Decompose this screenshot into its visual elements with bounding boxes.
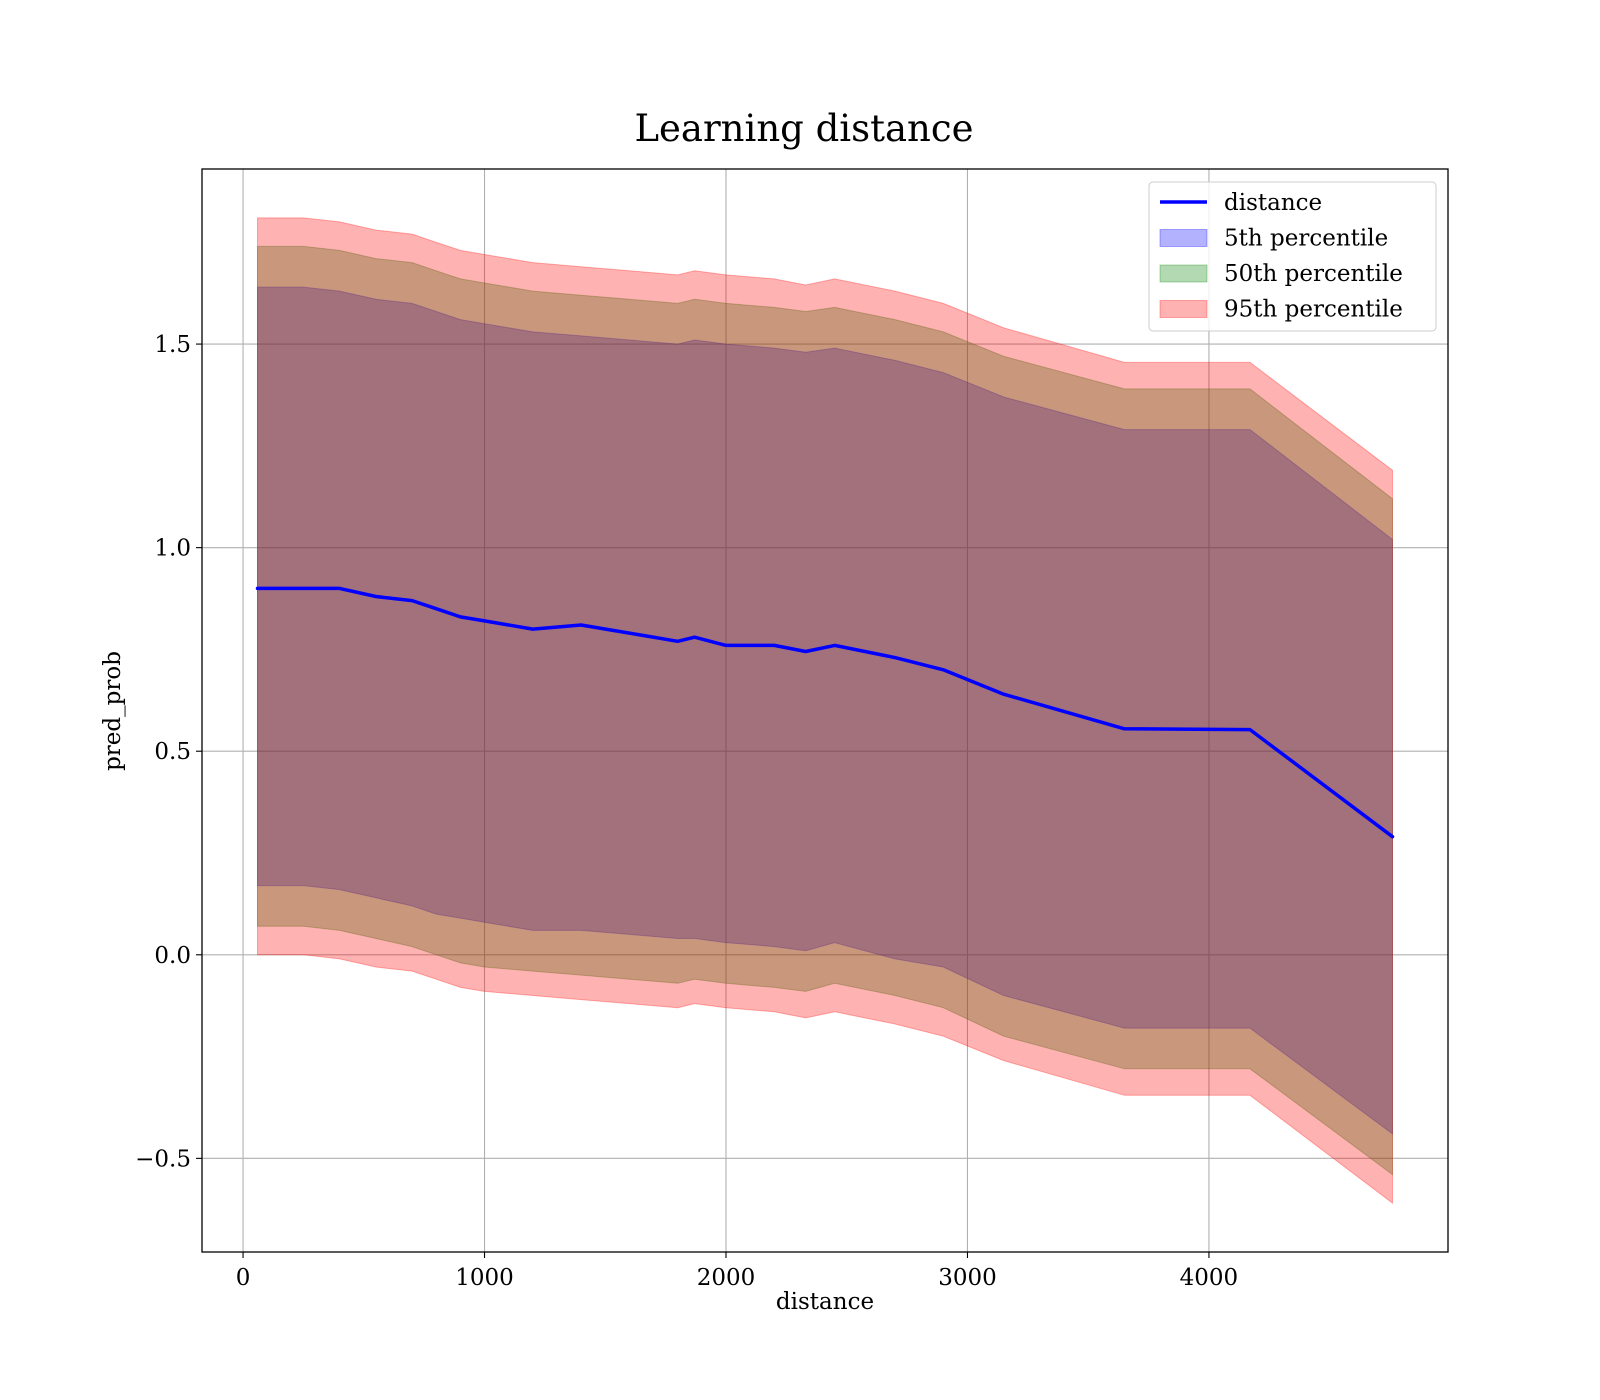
- x-tick-label: 2000: [697, 1265, 756, 1291]
- 5th-percentile-band: [257, 286, 1393, 1135]
- chart-title: Learning distance: [634, 107, 973, 150]
- grid-layer: [202, 169, 1448, 1252]
- y-tick-label: 0.5: [154, 739, 191, 765]
- legend-swatch-patch: [1159, 229, 1208, 247]
- legend: distance 5th percentile 50th percentile 95t…: [1148, 181, 1437, 332]
- legend-swatch-patch: [1159, 300, 1208, 318]
- 50th-percentile-band: [257, 245, 1393, 1176]
- legend-label: 5th percentile: [1224, 226, 1388, 252]
- x-tick-label: 3000: [938, 1265, 997, 1291]
- plot-frame: [201, 168, 1449, 1253]
- y-axis: −0.5 0.0 0.5 1.0 1.5: [135, 332, 202, 1172]
- x-tick-label: 4000: [1180, 1265, 1239, 1291]
- y-axis-label: pred_prob: [100, 651, 126, 771]
- plot-area: [201, 168, 1449, 1253]
- legend-label: 95th percentile: [1224, 297, 1403, 323]
- x-axis-label: distance: [776, 1289, 874, 1315]
- legend-swatch-patch: [1159, 264, 1208, 283]
- legend-label: distance: [1224, 190, 1322, 216]
- x-tick-label: 1000: [455, 1265, 514, 1291]
- x-tick-label: 0: [236, 1265, 251, 1291]
- distance-line: [255, 586, 1395, 839]
- legend-box: [1148, 181, 1437, 332]
- line-layer: [255, 586, 1395, 839]
- band-layer: [257, 217, 1393, 1205]
- 95th-percentile-band: [257, 217, 1393, 1205]
- x-axis: 0 1000 2000 3000 4000: [236, 1252, 1238, 1291]
- y-tick-label: −0.5: [135, 1146, 191, 1172]
- y-tick-label: 1.0: [154, 536, 191, 562]
- legend-items: distance 5th percentile 50th percentile 95t…: [1159, 190, 1403, 323]
- y-tick-label: 1.5: [154, 332, 191, 358]
- y-tick-label: 0.0: [154, 943, 191, 969]
- legend-label: 50th percentile: [1224, 261, 1403, 287]
